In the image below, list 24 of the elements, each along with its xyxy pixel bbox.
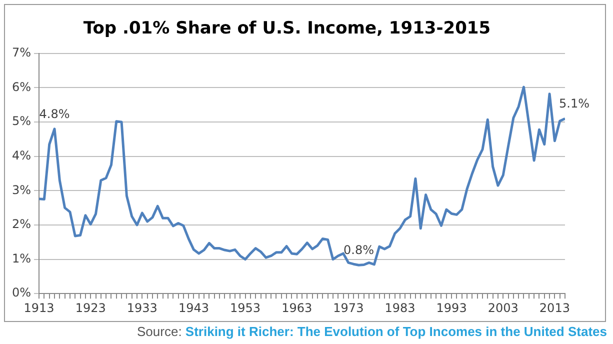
x-tick-label: 1983 <box>384 300 416 315</box>
x-tick-label: 1953 <box>230 300 261 315</box>
x-tick-label: 2003 <box>488 300 518 315</box>
source-note: Source: Striking it Richer: The Evolution of Top Incomes in the United States <box>137 324 607 339</box>
x-tick-label: 1943 <box>178 300 210 315</box>
x-tick-label: 1923 <box>75 300 106 315</box>
x-tick-label: 1963 <box>282 300 312 315</box>
annotation: 5.1% <box>559 96 590 111</box>
x-tick-label: 1973 <box>333 300 364 315</box>
annotation: 0.8% <box>343 243 374 258</box>
y-tick-label: 7% <box>12 46 32 60</box>
y-tick-label: 0% <box>12 286 32 300</box>
y-tick-label: 4% <box>12 148 32 162</box>
x-tick-label: 1933 <box>126 300 158 315</box>
y-tick-label: 2% <box>12 217 32 232</box>
x-tick-label: 1993 <box>436 300 467 315</box>
y-tick-label: 3% <box>12 182 32 197</box>
annotation: 4.8% <box>39 107 70 122</box>
y-tick-label: 5% <box>12 114 32 128</box>
chart-title: Top .01% Share of U.S. Income, 1913-2015 <box>83 18 491 39</box>
y-tick-label: 6% <box>12 80 32 94</box>
x-tick-label: 2013 <box>539 300 570 315</box>
y-tick-label: 1% <box>12 251 32 266</box>
x-tick-label: 1913 <box>24 300 54 315</box>
